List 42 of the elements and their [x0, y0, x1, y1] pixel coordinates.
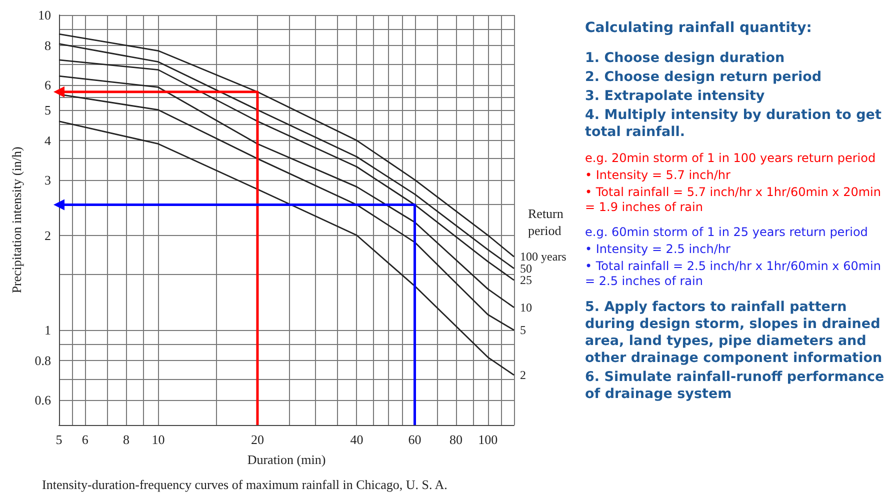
y-tick-label: 6	[44, 77, 52, 92]
x-tick-label: 5	[56, 432, 62, 447]
series-label: 100 years	[520, 250, 567, 264]
x-tick-label: 60	[408, 432, 422, 447]
series-label: 5	[520, 323, 526, 338]
x-tick-label: 10	[152, 432, 165, 447]
y-tick-label: 0.6	[34, 392, 52, 408]
series-label: 2	[520, 368, 526, 382]
text: Calculating rainfall quantity:	[585, 20, 813, 36]
x-tick-label: 40	[350, 432, 364, 447]
text: • Intensity = 5.7 inch/hr	[585, 168, 732, 183]
x-tick-label: 8	[123, 432, 130, 447]
text: e.g. 60min storm of 1 in 25 years return period	[585, 225, 869, 240]
y-axis-title: Precipitation intensity (in/h)	[9, 146, 24, 294]
x-tick-label: 20	[250, 432, 264, 447]
text: 5. Apply factors to rainfall pattern during design storm, slopes in drained area, land types, pipe diameters and other drainage component information	[585, 299, 884, 367]
x-tick-label: 100	[478, 432, 498, 447]
text: e.g. 20min storm of 1 in 100 years return period	[585, 151, 877, 166]
y-tick-label: 4	[44, 132, 52, 148]
text: 2. Choose design return period	[585, 69, 823, 86]
y-tick-label: 8	[44, 38, 51, 54]
series-label: 50	[520, 261, 532, 276]
text: Intensity-duration-frequency curves of maximum rainfall in Chicago, U. S. A.	[42, 477, 448, 492]
text: • Total rainfall = 5.7 inch/hr x 1hr/60min x 20min = 1.9 inches of rain	[585, 185, 882, 215]
x-tick-label: 6	[82, 432, 89, 447]
y-tick-label: 2	[44, 228, 51, 243]
text: 4. Multiply intensity by duration to get total rainfall.	[585, 107, 882, 141]
legend-title: Return period	[528, 206, 564, 238]
y-tick-label: 5	[44, 102, 51, 118]
text: 6. Simulate rainfall-runoff performance of drainage system	[585, 369, 886, 403]
y-tick-label: 10	[38, 8, 51, 22]
text: 1. Choose design duration	[585, 50, 786, 67]
y-tick-label: 3	[44, 172, 51, 188]
text: 3. Extrapolate intensity	[585, 88, 766, 105]
x-tick-label: 80	[449, 432, 462, 447]
y-tick-label: 0.8	[34, 353, 51, 368]
series-label: 25	[520, 273, 532, 288]
y-tick-label: 1	[44, 322, 51, 338]
series-label: 10	[520, 300, 532, 314]
text: • Intensity = 2.5 inch/hr	[585, 242, 732, 257]
x-axis-title: Duration (min)	[247, 452, 326, 467]
text: • Total rainfall = 2.5 inch/hr x 1hr/60min x 60min = 2.5 inches of rain	[585, 259, 882, 289]
